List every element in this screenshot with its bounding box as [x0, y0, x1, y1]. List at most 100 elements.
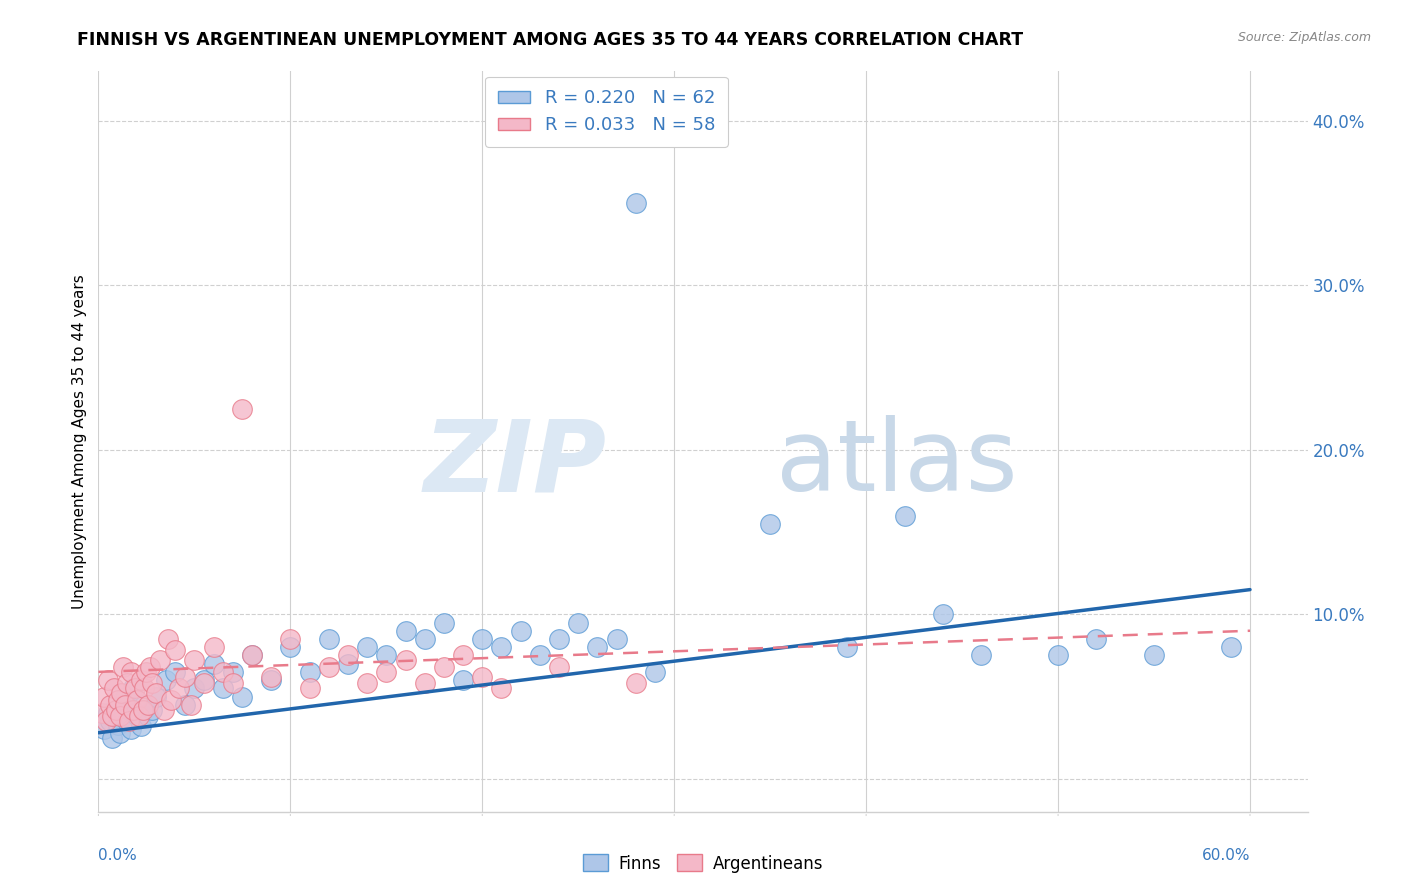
Point — [107, 717, 129, 731]
Point — [433, 660, 456, 674]
Point — [115, 714, 138, 729]
Point — [129, 673, 152, 687]
Point — [231, 401, 253, 416]
Point — [586, 640, 609, 655]
Point — [129, 719, 152, 733]
Point — [101, 709, 124, 723]
Point — [104, 703, 127, 717]
Point — [167, 681, 190, 696]
Point — [108, 725, 131, 739]
Point — [122, 703, 145, 717]
Point — [120, 723, 142, 737]
Point — [135, 665, 157, 679]
Point — [125, 709, 148, 723]
Point — [1085, 632, 1108, 646]
Point — [125, 693, 148, 707]
Point — [336, 657, 359, 671]
Point — [112, 660, 135, 674]
Point — [567, 615, 589, 630]
Point — [413, 676, 436, 690]
Point — [491, 681, 513, 696]
Point — [139, 660, 162, 674]
Point — [212, 681, 235, 696]
Point — [835, 640, 858, 655]
Point — [156, 632, 179, 646]
Point — [260, 670, 283, 684]
Point — [298, 665, 321, 679]
Point — [1047, 648, 1070, 663]
Point — [141, 703, 163, 717]
Point — [149, 653, 172, 667]
Point — [260, 673, 283, 687]
Point — [134, 698, 156, 712]
Point — [433, 615, 456, 630]
Point — [624, 196, 647, 211]
Point — [107, 693, 129, 707]
Point — [110, 698, 132, 712]
Point — [222, 676, 245, 690]
Point — [165, 665, 187, 679]
Text: atlas: atlas — [776, 416, 1017, 512]
Point — [183, 653, 205, 667]
Point — [491, 640, 513, 655]
Point — [93, 723, 115, 737]
Point — [336, 648, 359, 663]
Point — [141, 676, 163, 690]
Point — [202, 640, 225, 655]
Point — [509, 624, 531, 638]
Point — [155, 673, 177, 687]
Point — [624, 676, 647, 690]
Point — [122, 681, 145, 696]
Point — [644, 665, 666, 679]
Point — [134, 681, 156, 696]
Point — [394, 653, 416, 667]
Point — [932, 607, 955, 622]
Point — [529, 648, 551, 663]
Legend: R = 0.220   N = 62, R = 0.033   N = 58: R = 0.220 N = 62, R = 0.033 N = 58 — [485, 77, 727, 147]
Point — [212, 665, 235, 679]
Text: FINNISH VS ARGENTINEAN UNEMPLOYMENT AMONG AGES 35 TO 44 YEARS CORRELATION CHART: FINNISH VS ARGENTINEAN UNEMPLOYMENT AMON… — [77, 31, 1024, 49]
Point — [471, 632, 494, 646]
Text: 0.0%: 0.0% — [98, 848, 138, 863]
Point — [173, 698, 195, 712]
Point — [280, 632, 302, 646]
Point — [548, 632, 571, 646]
Point — [136, 698, 159, 712]
Point — [98, 714, 121, 729]
Point — [394, 624, 416, 638]
Point — [145, 690, 167, 704]
Point — [471, 670, 494, 684]
Legend: Finns, Argentineans: Finns, Argentineans — [576, 847, 830, 880]
Point — [103, 681, 125, 696]
Point — [101, 731, 124, 745]
Point — [108, 709, 131, 723]
Point — [120, 665, 142, 679]
Point — [548, 660, 571, 674]
Point — [193, 673, 215, 687]
Point — [98, 698, 121, 712]
Text: 60.0%: 60.0% — [1202, 848, 1250, 863]
Point — [93, 690, 115, 704]
Point — [97, 706, 120, 720]
Point — [114, 690, 136, 704]
Point — [280, 640, 302, 655]
Point — [124, 681, 146, 696]
Y-axis label: Unemployment Among Ages 35 to 44 years: Unemployment Among Ages 35 to 44 years — [72, 274, 87, 609]
Point — [318, 660, 340, 674]
Point — [118, 714, 141, 729]
Point — [94, 714, 117, 729]
Point — [152, 703, 174, 717]
Point — [231, 690, 253, 704]
Point — [91, 706, 114, 720]
Point — [124, 706, 146, 720]
Point — [110, 686, 132, 700]
Point — [145, 686, 167, 700]
Point — [183, 681, 205, 696]
Point — [193, 676, 215, 690]
Point — [173, 670, 195, 684]
Point — [298, 681, 321, 696]
Point — [1143, 648, 1166, 663]
Point — [606, 632, 628, 646]
Point — [112, 709, 135, 723]
Point — [356, 676, 378, 690]
